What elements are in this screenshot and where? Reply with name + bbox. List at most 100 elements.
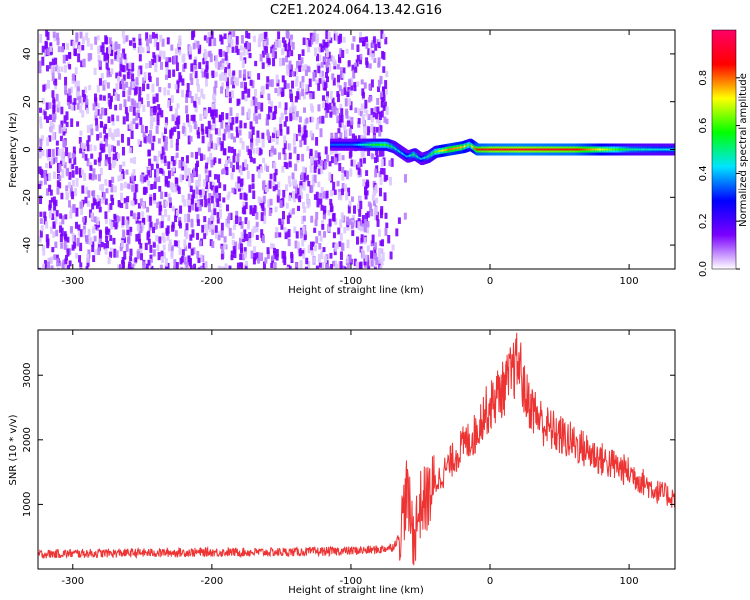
noise-cell	[299, 229, 303, 239]
noise-cell	[280, 113, 284, 119]
noise-cell	[175, 62, 179, 72]
noise-cell	[364, 191, 368, 200]
noise-cell	[356, 44, 360, 53]
noise-cell	[207, 32, 211, 39]
noise-cell	[174, 55, 178, 64]
noise-cell	[208, 192, 212, 200]
noise-cell	[82, 143, 86, 150]
signal-core	[557, 148, 561, 151]
noise-cell	[189, 125, 193, 133]
noise-cell	[377, 57, 381, 66]
noise-cell	[276, 194, 280, 203]
noise-cell	[91, 174, 95, 181]
noise-cell	[271, 132, 275, 138]
noise-cell	[316, 159, 320, 168]
noise-cell	[341, 265, 345, 269]
noise-cell	[101, 194, 105, 204]
noise-cell	[327, 51, 331, 59]
noise-cell	[150, 183, 154, 190]
noise-cell	[197, 96, 201, 105]
noise-cell	[337, 128, 341, 134]
noise-cell	[129, 267, 133, 269]
noise-cell	[357, 117, 361, 124]
noise-cell	[173, 55, 177, 65]
noise-cell	[117, 44, 121, 51]
noise-cell	[74, 187, 78, 197]
noise-cell	[262, 195, 266, 204]
noise-cell	[204, 223, 208, 230]
noise-cell	[199, 153, 203, 161]
noise-cell	[58, 164, 62, 172]
noise-cell	[363, 82, 367, 89]
noise-cell	[158, 86, 162, 93]
noise-cell	[99, 45, 103, 53]
noise-cell	[80, 142, 84, 151]
noise-cell	[302, 215, 306, 222]
noise-cell	[153, 38, 157, 48]
noise-cell	[181, 194, 185, 203]
noise-cell	[168, 197, 172, 206]
noise-cell	[290, 34, 294, 40]
noise-cell	[222, 148, 226, 156]
noise-cell	[200, 199, 204, 207]
noise-cell	[363, 106, 367, 113]
noise-cell	[183, 62, 187, 69]
noise-cell	[202, 179, 206, 187]
noise-cell	[156, 42, 160, 51]
signal-core	[335, 143, 339, 146]
noise-cell	[367, 48, 371, 56]
noise-cell	[155, 53, 159, 62]
noise-cell	[171, 168, 175, 177]
signal-core	[333, 143, 337, 146]
noise-cell	[78, 95, 82, 104]
noise-cell	[110, 59, 114, 65]
noise-cell	[292, 178, 296, 186]
noise-cell	[346, 91, 350, 97]
noise-cell	[365, 212, 369, 222]
noise-cell	[338, 55, 342, 64]
noise-cell	[237, 176, 241, 184]
noise-cell	[218, 203, 222, 209]
x-tick-label: -100	[340, 276, 363, 287]
noise-cell	[79, 262, 83, 268]
noise-cell	[68, 171, 72, 180]
noise-cell	[124, 181, 128, 189]
noise-cell	[175, 143, 179, 151]
noise-cell	[231, 164, 235, 173]
noise-cell	[165, 65, 169, 75]
noise-cell	[337, 35, 341, 45]
noise-cell	[320, 250, 324, 260]
noise-cell	[347, 120, 351, 127]
noise-cell	[335, 242, 339, 249]
noise-cell	[231, 232, 235, 239]
noise-cell	[190, 152, 194, 158]
noise-cell	[79, 201, 83, 209]
noise-cell	[105, 154, 109, 162]
noise-cell	[226, 194, 230, 200]
noise-cell	[244, 264, 248, 269]
noise-cell	[73, 98, 77, 105]
noise-cell	[214, 71, 218, 78]
noise-cell	[254, 105, 258, 114]
noise-cell	[208, 37, 212, 47]
noise-cell	[181, 78, 185, 86]
noise-cell	[123, 99, 127, 108]
noise-cell	[336, 64, 340, 70]
noise-cell	[355, 261, 359, 269]
noise-cell	[147, 180, 151, 187]
noise-cell	[336, 180, 340, 187]
noise-cell	[119, 57, 123, 64]
noise-cell	[241, 207, 245, 214]
noise-cell	[155, 218, 159, 225]
noise-cell	[176, 85, 180, 94]
noise-cell	[60, 46, 64, 53]
noise-cell	[368, 63, 372, 69]
noise-cell	[134, 184, 138, 193]
noise-cell	[177, 39, 181, 49]
noise-cell	[278, 218, 282, 225]
noise-cell	[317, 46, 321, 52]
noise-cell	[271, 112, 275, 121]
noise-cell	[339, 233, 343, 241]
noise-cell	[43, 260, 47, 268]
